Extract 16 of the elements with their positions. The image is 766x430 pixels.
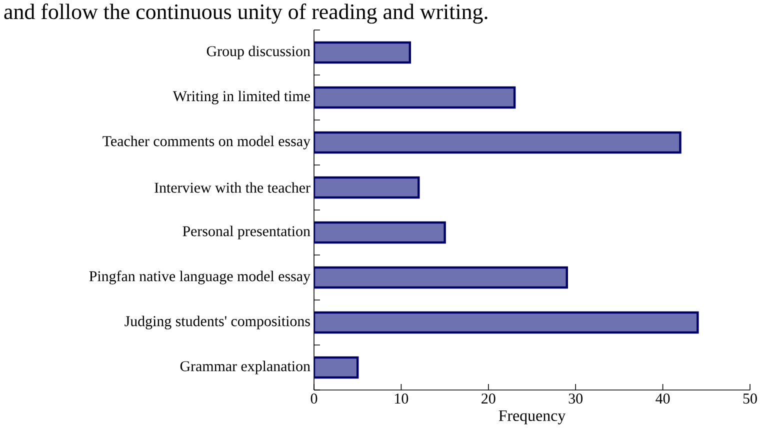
- text: and follow the continuous unity of reading and writing.: [4, 4, 488, 24]
- y-tick-label: Interview with the teacher: [154, 182, 310, 193]
- y-tick-label: Writing in limited time: [172, 90, 310, 104]
- x-tick-label: 0: [310, 394, 318, 404]
- y-tick-label: Teacher comments on model essay: [102, 136, 310, 150]
- x-tick-label: 40: [656, 394, 670, 404]
- x-tick-label: 10: [395, 394, 408, 404]
- y-tick-label: Personal presentation: [182, 226, 310, 240]
- x-axis-title: Frequency: [498, 410, 566, 424]
- y-tick-label: Grammar explanation: [180, 360, 310, 374]
- x-tick-label: 50: [743, 394, 757, 404]
- x-tick-label: 20: [482, 394, 496, 404]
- x-tick-label: 30: [568, 394, 583, 404]
- y-tick-label: Judging students' compositions: [124, 316, 310, 330]
- y-tick-label: Group discussion: [206, 46, 310, 60]
- y-tick-label: Pingfan native language model essay: [89, 270, 310, 284]
